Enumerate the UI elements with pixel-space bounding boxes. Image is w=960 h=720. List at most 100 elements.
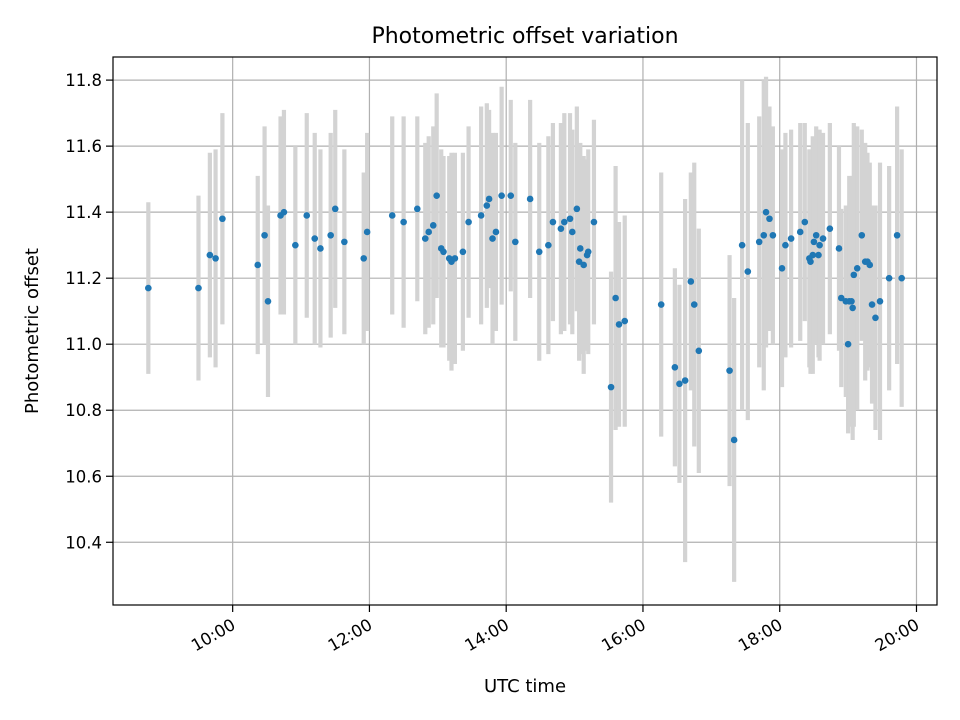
data-point bbox=[549, 218, 557, 226]
y-axis: 10.4 10.6 10.8 11.0 11.2 11.4 11.6 11.8 bbox=[65, 71, 113, 552]
data-point bbox=[787, 235, 795, 242]
data-point bbox=[331, 205, 339, 213]
x-axis-label: UTC time bbox=[484, 676, 566, 697]
data-point bbox=[280, 208, 288, 216]
data-point bbox=[477, 212, 485, 219]
data-point bbox=[819, 235, 827, 242]
data-point bbox=[195, 284, 202, 292]
data-point bbox=[292, 241, 299, 249]
data-point bbox=[885, 274, 893, 282]
data-point bbox=[261, 231, 268, 239]
data-point bbox=[621, 317, 629, 325]
data-point bbox=[868, 301, 876, 308]
data-point bbox=[866, 261, 874, 269]
data-point bbox=[738, 241, 746, 249]
data-point bbox=[451, 255, 459, 262]
data-point bbox=[676, 380, 683, 388]
data-point bbox=[853, 264, 861, 272]
y-tick-label: 11.8 bbox=[65, 71, 102, 90]
data-point bbox=[893, 231, 901, 239]
data-point bbox=[145, 284, 152, 292]
data-point bbox=[816, 241, 823, 249]
data-point bbox=[317, 245, 324, 252]
data-point bbox=[421, 235, 429, 242]
data-point bbox=[844, 340, 852, 348]
data-point bbox=[575, 258, 583, 265]
data-point bbox=[615, 321, 623, 328]
data-point bbox=[809, 251, 817, 259]
data-point bbox=[483, 202, 491, 209]
y-axis-label: Photometric offset bbox=[22, 248, 43, 414]
data-point bbox=[762, 208, 770, 216]
data-point bbox=[850, 271, 858, 279]
data-point bbox=[459, 248, 467, 256]
data-point bbox=[690, 301, 698, 308]
data-point bbox=[671, 364, 679, 371]
data-point bbox=[433, 192, 440, 199]
data-point bbox=[796, 228, 804, 236]
data-point bbox=[849, 304, 856, 312]
data-point bbox=[810, 238, 818, 246]
data-point bbox=[212, 255, 219, 262]
data-point bbox=[545, 241, 552, 249]
data-point bbox=[848, 297, 855, 305]
y-tick-label: 10.6 bbox=[65, 467, 102, 486]
y-tick-label: 10.4 bbox=[65, 533, 102, 552]
y-tick-label: 11.4 bbox=[65, 203, 102, 222]
data-point bbox=[573, 205, 581, 213]
data-point bbox=[837, 294, 845, 302]
data-point bbox=[363, 228, 371, 236]
data-point bbox=[858, 231, 866, 239]
data-point bbox=[219, 215, 226, 223]
data-point bbox=[507, 192, 515, 199]
data-point bbox=[264, 297, 272, 305]
data-point bbox=[360, 255, 368, 262]
data-point bbox=[327, 231, 334, 239]
data-point bbox=[687, 278, 695, 285]
data-point bbox=[657, 301, 665, 308]
data-point bbox=[807, 258, 814, 265]
data-point bbox=[876, 297, 884, 305]
data-point bbox=[413, 205, 421, 213]
data-point bbox=[465, 218, 472, 226]
data-point bbox=[254, 261, 262, 269]
data-point bbox=[898, 274, 905, 282]
data-points bbox=[145, 192, 905, 444]
data-point bbox=[526, 195, 534, 203]
data-point bbox=[872, 314, 879, 322]
y-tick-label: 11.2 bbox=[65, 269, 102, 288]
data-point bbox=[425, 228, 432, 236]
data-point bbox=[590, 218, 598, 226]
data-point bbox=[535, 248, 543, 256]
y-tick-label: 11.0 bbox=[65, 335, 102, 354]
data-point bbox=[576, 245, 584, 252]
y-tick-label: 11.6 bbox=[65, 137, 102, 156]
data-point bbox=[566, 215, 574, 223]
data-point bbox=[835, 245, 843, 252]
data-point bbox=[206, 251, 214, 259]
data-point bbox=[769, 231, 777, 239]
chart-title: Photometric offset variation bbox=[371, 24, 678, 49]
data-point bbox=[744, 268, 752, 275]
data-point bbox=[778, 264, 786, 272]
data-point bbox=[801, 218, 809, 226]
data-point bbox=[782, 241, 789, 249]
y-tick-label: 10.8 bbox=[65, 401, 102, 420]
data-point bbox=[557, 225, 565, 232]
data-point bbox=[755, 238, 763, 246]
data-point bbox=[766, 215, 773, 223]
data-point bbox=[485, 195, 493, 203]
data-point bbox=[826, 225, 834, 232]
data-point bbox=[512, 238, 519, 246]
data-point bbox=[730, 436, 738, 444]
data-point bbox=[607, 383, 615, 391]
data-point bbox=[498, 192, 505, 199]
data-point bbox=[580, 261, 587, 269]
data-point bbox=[429, 222, 437, 229]
data-point bbox=[440, 248, 447, 256]
data-point bbox=[568, 228, 576, 236]
data-point bbox=[311, 235, 319, 242]
data-point bbox=[726, 367, 733, 374]
data-point bbox=[681, 377, 689, 384]
